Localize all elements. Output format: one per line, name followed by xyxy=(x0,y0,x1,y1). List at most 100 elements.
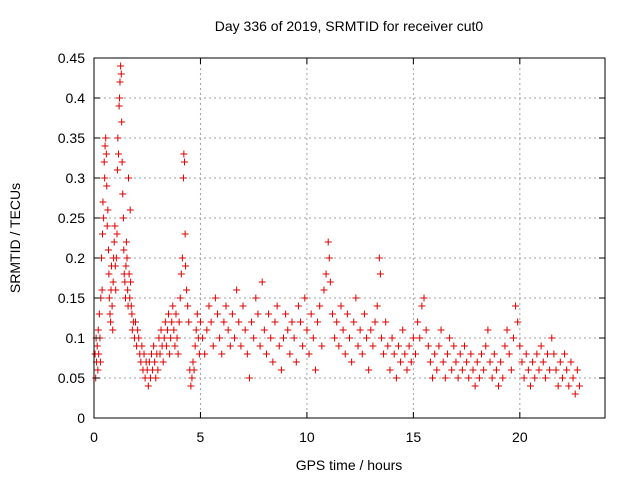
data-point xyxy=(316,302,324,310)
data-point xyxy=(380,350,388,358)
data-point xyxy=(565,382,573,390)
data-point xyxy=(418,302,426,310)
data-point xyxy=(458,366,466,374)
data-point xyxy=(260,326,268,334)
data-point xyxy=(356,326,364,334)
data-point xyxy=(156,350,164,358)
data-point xyxy=(112,286,120,294)
data-point xyxy=(382,318,390,326)
data-point xyxy=(116,94,124,102)
data-point xyxy=(350,318,358,326)
data-point xyxy=(102,134,110,142)
data-point xyxy=(561,350,569,358)
data-point xyxy=(460,342,468,350)
data-point xyxy=(271,318,279,326)
chart-title: Day 336 of 2019, SRMTID for receiver cut… xyxy=(215,18,484,34)
data-point xyxy=(503,326,511,334)
data-point xyxy=(207,318,215,326)
data-point xyxy=(114,150,122,158)
data-point xyxy=(465,374,473,382)
data-point xyxy=(187,382,195,390)
data-point xyxy=(224,326,232,334)
data-point xyxy=(403,366,411,374)
data-point xyxy=(105,270,113,278)
data-point xyxy=(209,342,217,350)
data-point xyxy=(320,286,328,294)
data-point xyxy=(384,342,392,350)
data-point xyxy=(331,334,339,342)
data-point xyxy=(118,118,126,126)
data-point xyxy=(348,358,356,366)
data-point xyxy=(167,334,175,342)
data-point xyxy=(563,366,571,374)
data-point xyxy=(322,270,330,278)
data-point xyxy=(571,390,579,398)
data-point xyxy=(248,318,256,326)
y-axis-label: SRMTID / TECUs xyxy=(7,183,23,293)
data-point xyxy=(486,358,494,366)
y-tick-label: 0.1 xyxy=(66,330,86,346)
data-point xyxy=(467,350,475,358)
data-point xyxy=(333,318,341,326)
data-point xyxy=(103,222,111,230)
data-point xyxy=(439,358,447,366)
data-point xyxy=(373,302,381,310)
data-point xyxy=(134,326,142,334)
data-point xyxy=(222,302,230,310)
data-point xyxy=(514,318,522,326)
data-point xyxy=(401,350,409,358)
x-tick-label: 15 xyxy=(406,429,422,445)
data-point xyxy=(168,318,176,326)
data-point xyxy=(135,334,143,342)
data-point xyxy=(275,342,283,350)
data-point xyxy=(454,374,462,382)
data-point xyxy=(288,318,296,326)
data-point xyxy=(399,326,407,334)
data-point xyxy=(390,350,398,358)
data-point xyxy=(94,326,102,334)
data-point xyxy=(475,374,483,382)
data-point xyxy=(196,318,204,326)
data-point xyxy=(388,334,396,342)
data-point xyxy=(297,318,305,326)
data-point xyxy=(104,206,112,214)
data-point xyxy=(116,78,124,86)
data-point xyxy=(159,358,167,366)
data-point xyxy=(154,366,162,374)
data-point xyxy=(354,342,362,350)
data-point xyxy=(328,310,336,318)
data-point xyxy=(284,326,292,334)
data-point xyxy=(339,326,347,334)
data-point xyxy=(122,238,130,246)
data-point xyxy=(165,310,173,318)
data-point xyxy=(524,366,532,374)
data-point xyxy=(256,342,264,350)
data-points xyxy=(91,62,583,398)
data-point xyxy=(394,342,402,350)
data-point xyxy=(122,262,130,270)
data-point xyxy=(175,318,183,326)
data-point xyxy=(239,302,247,310)
data-point xyxy=(203,326,211,334)
data-point xyxy=(326,278,334,286)
data-point xyxy=(269,358,277,366)
data-point xyxy=(93,342,101,350)
data-point xyxy=(181,230,189,238)
data-point xyxy=(416,334,424,342)
data-point xyxy=(233,286,241,294)
y-tick-label: 0.3 xyxy=(66,170,86,186)
data-point xyxy=(151,358,159,366)
y-tick-label: 0.35 xyxy=(58,130,85,146)
data-point xyxy=(554,382,562,390)
data-point xyxy=(228,310,236,318)
data-point xyxy=(179,174,187,182)
data-point xyxy=(267,334,275,342)
data-point xyxy=(120,246,128,254)
data-point xyxy=(365,366,373,374)
data-point xyxy=(314,318,322,326)
data-point xyxy=(299,342,307,350)
data-point xyxy=(518,358,526,366)
data-point xyxy=(172,310,180,318)
data-point xyxy=(337,302,345,310)
